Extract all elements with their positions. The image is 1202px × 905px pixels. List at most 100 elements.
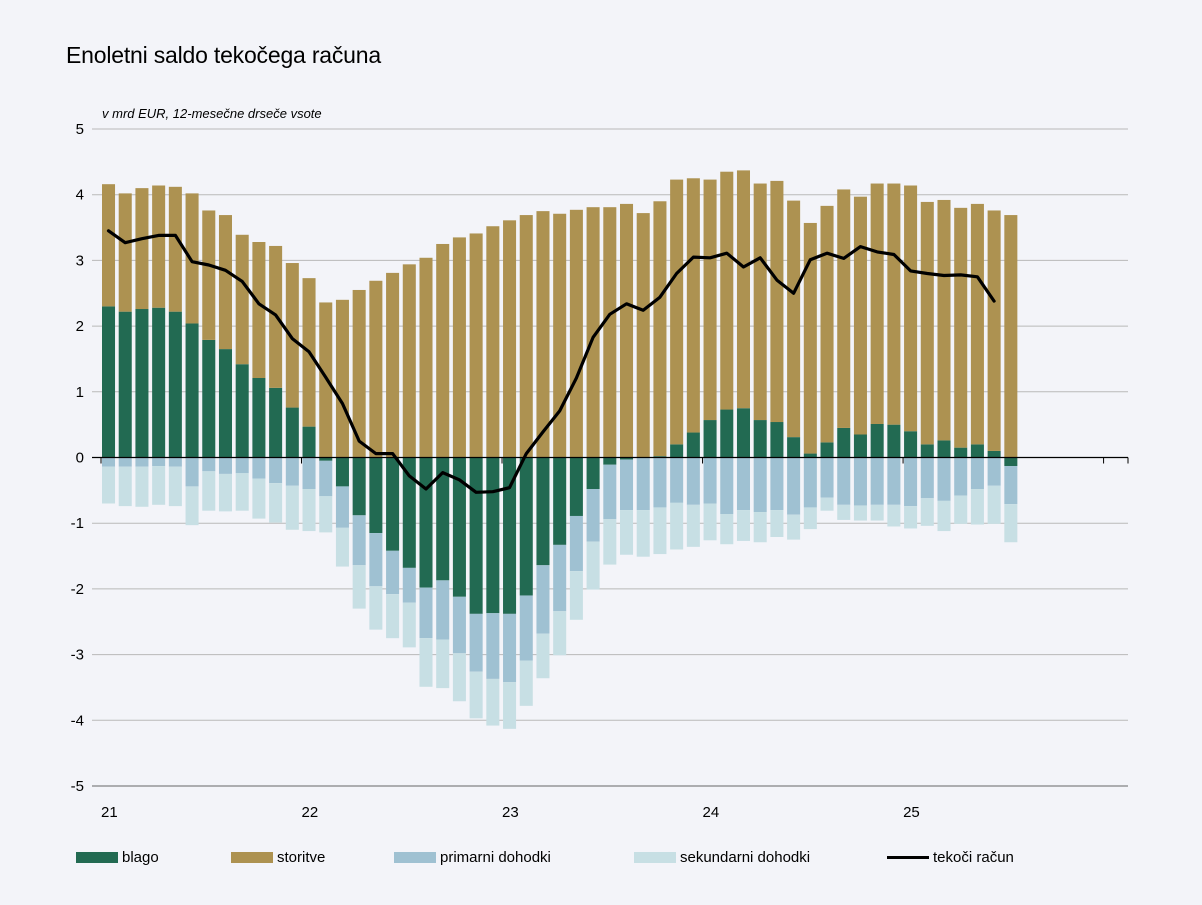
bar-blago	[720, 409, 734, 458]
bar-blago	[252, 378, 266, 458]
bar-primarni	[569, 515, 583, 572]
bar-blago	[736, 408, 751, 458]
x-tick-label: 21	[101, 804, 118, 821]
bar-blago	[820, 442, 834, 458]
bar-blago	[352, 457, 366, 516]
bar-sekundarni	[202, 471, 216, 511]
bar-sekundarni	[352, 565, 366, 609]
bar-sekundarni	[736, 510, 751, 541]
bar-blago	[335, 457, 349, 487]
bar-storitve	[736, 170, 751, 409]
bar-storitve	[202, 210, 216, 340]
bar-sekundarni	[102, 466, 116, 504]
bar-sekundarni	[586, 541, 600, 590]
x-tick-label: 23	[502, 804, 519, 821]
bar-storitve	[1004, 215, 1018, 458]
bar-storitve	[803, 222, 817, 454]
bar-storitve	[920, 201, 934, 445]
bar-blago	[486, 457, 500, 614]
bar-sekundarni	[152, 466, 166, 505]
bar-storitve	[720, 171, 734, 410]
bar-sekundarni	[870, 504, 884, 521]
bar-storitve	[102, 184, 116, 307]
bar-sekundarni	[987, 485, 1001, 524]
bar-storitve	[937, 199, 951, 441]
bar-blago	[904, 431, 918, 458]
bar-primarni	[670, 457, 684, 503]
bar-storitve	[653, 201, 667, 457]
bar-sekundarni	[636, 510, 650, 557]
legend-item-blago: blago	[76, 849, 231, 866]
bar-storitve	[118, 193, 132, 312]
bar-primarni	[469, 613, 483, 672]
x-tick-label: 25	[903, 804, 920, 821]
bar-storitve	[686, 178, 700, 433]
bar-storitve	[168, 186, 182, 312]
legend-item-tekoci-racun: tekoči račun	[887, 849, 1014, 866]
bar-storitve	[285, 263, 299, 408]
bar-primarni	[335, 486, 349, 528]
bar-sekundarni	[386, 594, 400, 639]
bar-primarni	[185, 457, 199, 487]
bar-blago	[770, 422, 784, 458]
bar-storitve	[770, 180, 784, 423]
bar-primarni	[536, 565, 550, 634]
bar-primarni	[369, 533, 383, 587]
legend-swatch-blago	[76, 852, 118, 863]
bar-sekundarni	[135, 466, 149, 507]
bar-storitve	[452, 237, 466, 458]
bar-storitve	[870, 183, 884, 424]
bar-primarni	[319, 460, 333, 497]
bar-blago	[452, 457, 466, 597]
bar-primarni	[870, 457, 884, 505]
bar-primarni	[285, 457, 299, 486]
bar-storitve	[503, 220, 517, 458]
bar-sekundarni	[653, 507, 667, 555]
bar-blago	[386, 457, 400, 551]
bar-sekundarni	[770, 510, 784, 537]
bar-sekundarni	[402, 602, 416, 648]
bar-blago	[235, 364, 249, 458]
bar-storitve	[987, 210, 1001, 451]
bar-blago	[920, 444, 934, 458]
bar-sekundarni	[553, 611, 567, 656]
bar-storitve	[218, 215, 233, 350]
bar-blago	[553, 457, 567, 545]
bar-sekundarni	[503, 682, 517, 729]
bar-sekundarni	[753, 512, 767, 543]
legend-label-sekundarni: sekundarni dohodki	[680, 849, 811, 866]
legend-label-primarni: primarni dohodki	[440, 849, 551, 866]
bar-blago	[870, 423, 884, 458]
bar-storitve	[536, 211, 550, 458]
bar-blago	[803, 453, 817, 458]
bar-storitve	[636, 213, 650, 458]
bar-sekundarni	[954, 495, 968, 524]
legend-swatch-sekundarni	[634, 852, 676, 863]
legend-swatch-tekoci-racun	[887, 856, 929, 859]
bar-sekundarni	[887, 504, 901, 527]
bar-primarni	[302, 457, 316, 490]
bar-sekundarni	[118, 466, 132, 507]
bar-primarni	[218, 457, 233, 474]
bar-primarni	[770, 457, 784, 511]
bar-storitve	[954, 207, 968, 448]
bar-blago	[586, 457, 600, 490]
bar-blago	[887, 424, 901, 458]
chart-subtitle: v mrd EUR, 12-mesečne drseče vsote	[102, 106, 322, 121]
bar-storitve	[402, 264, 416, 458]
bar-sekundarni	[335, 527, 349, 567]
bar-sekundarni	[904, 506, 918, 529]
legend-item-storitve: storitve	[231, 849, 394, 866]
bar-storitve	[787, 200, 801, 438]
bar-storitve	[586, 207, 600, 458]
legend-item-sekundarni: sekundarni dohodki	[634, 849, 887, 866]
bar-storitve	[152, 185, 166, 308]
bar-storitve	[753, 183, 767, 421]
bar-storitve	[569, 209, 583, 458]
bar-storitve	[185, 193, 199, 324]
legend-item-primarni: primarni dohodki	[394, 849, 634, 866]
bar-storitve	[620, 203, 634, 458]
bar-blago	[653, 456, 667, 458]
bar-blago	[787, 437, 801, 458]
